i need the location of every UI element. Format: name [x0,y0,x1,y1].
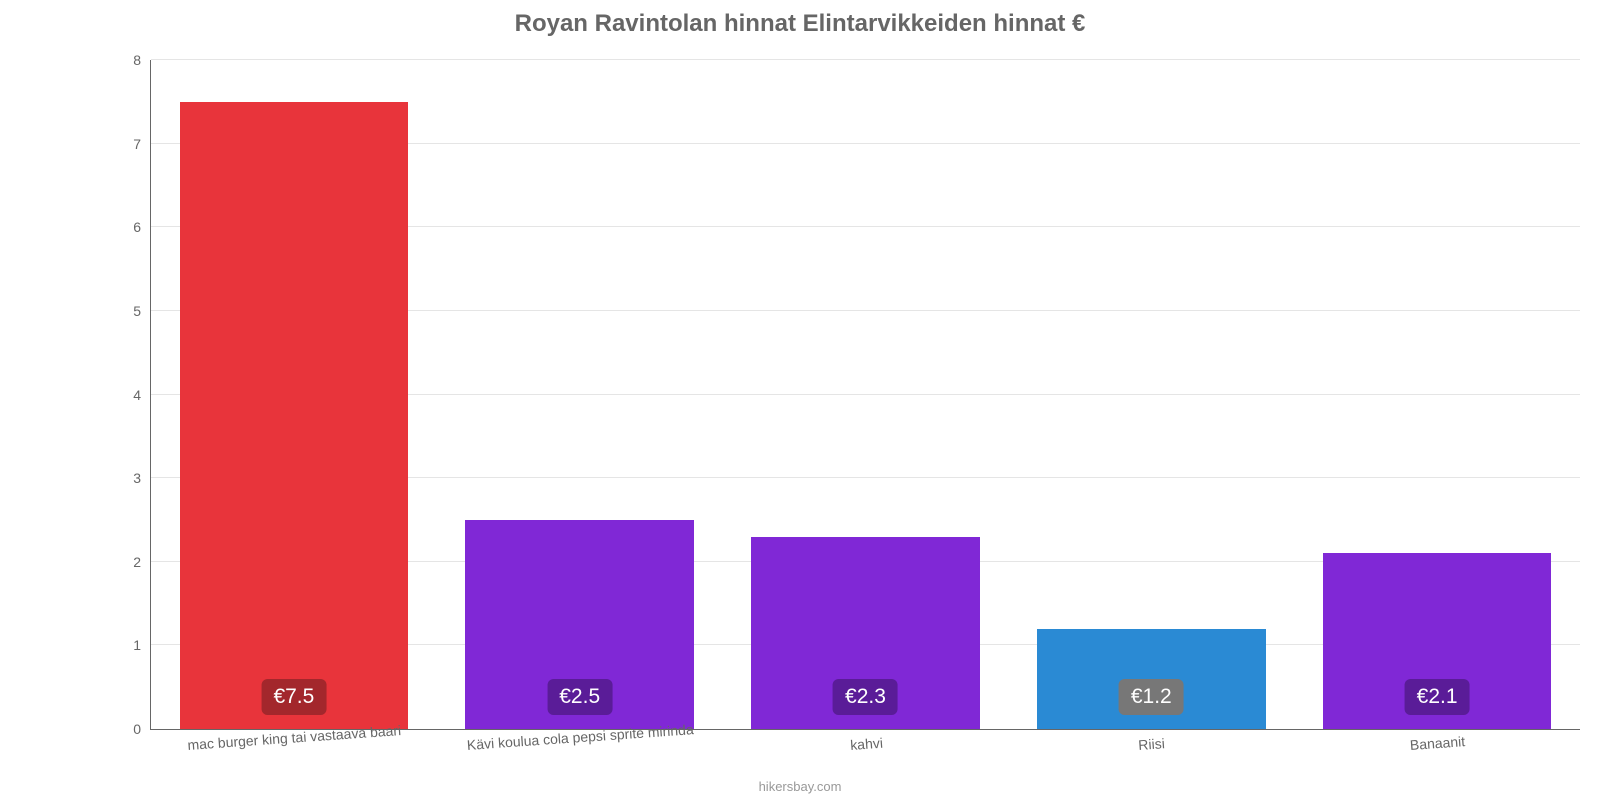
value-label: €2.1 [1405,679,1470,715]
attribution-text: hikersbay.com [759,779,842,794]
x-tick-label: Riisi [1138,735,1166,753]
bar: €1.2 [1037,629,1266,729]
y-tick-label: 2 [133,554,141,570]
plot-region: 012345678€7.5mac burger king tai vastaav… [150,60,1580,730]
y-tick-label: 7 [133,136,141,152]
y-tick-label: 0 [133,721,141,737]
bar: €2.1 [1323,553,1552,729]
y-tick-label: 3 [133,470,141,486]
x-tick-label: kahvi [849,735,883,753]
y-tick-label: 5 [133,303,141,319]
value-label: €2.3 [833,679,898,715]
y-tick-label: 1 [133,637,141,653]
bar: €2.5 [465,520,694,729]
chart-title: Royan Ravintolan hinnat Elintarvikkeiden… [0,0,1600,38]
chart-plot-area: 012345678€7.5mac burger king tai vastaav… [150,60,1580,730]
value-label: €1.2 [1119,679,1184,715]
value-label: €7.5 [261,679,326,715]
y-tick-label: 4 [133,387,141,403]
x-tick-label: Banaanit [1409,733,1465,753]
bar: €7.5 [180,102,409,729]
bar: €2.3 [751,537,980,729]
y-tick-label: 8 [133,52,141,68]
grid-line [151,59,1580,60]
value-label: €2.5 [547,679,612,715]
y-tick-label: 6 [133,219,141,235]
